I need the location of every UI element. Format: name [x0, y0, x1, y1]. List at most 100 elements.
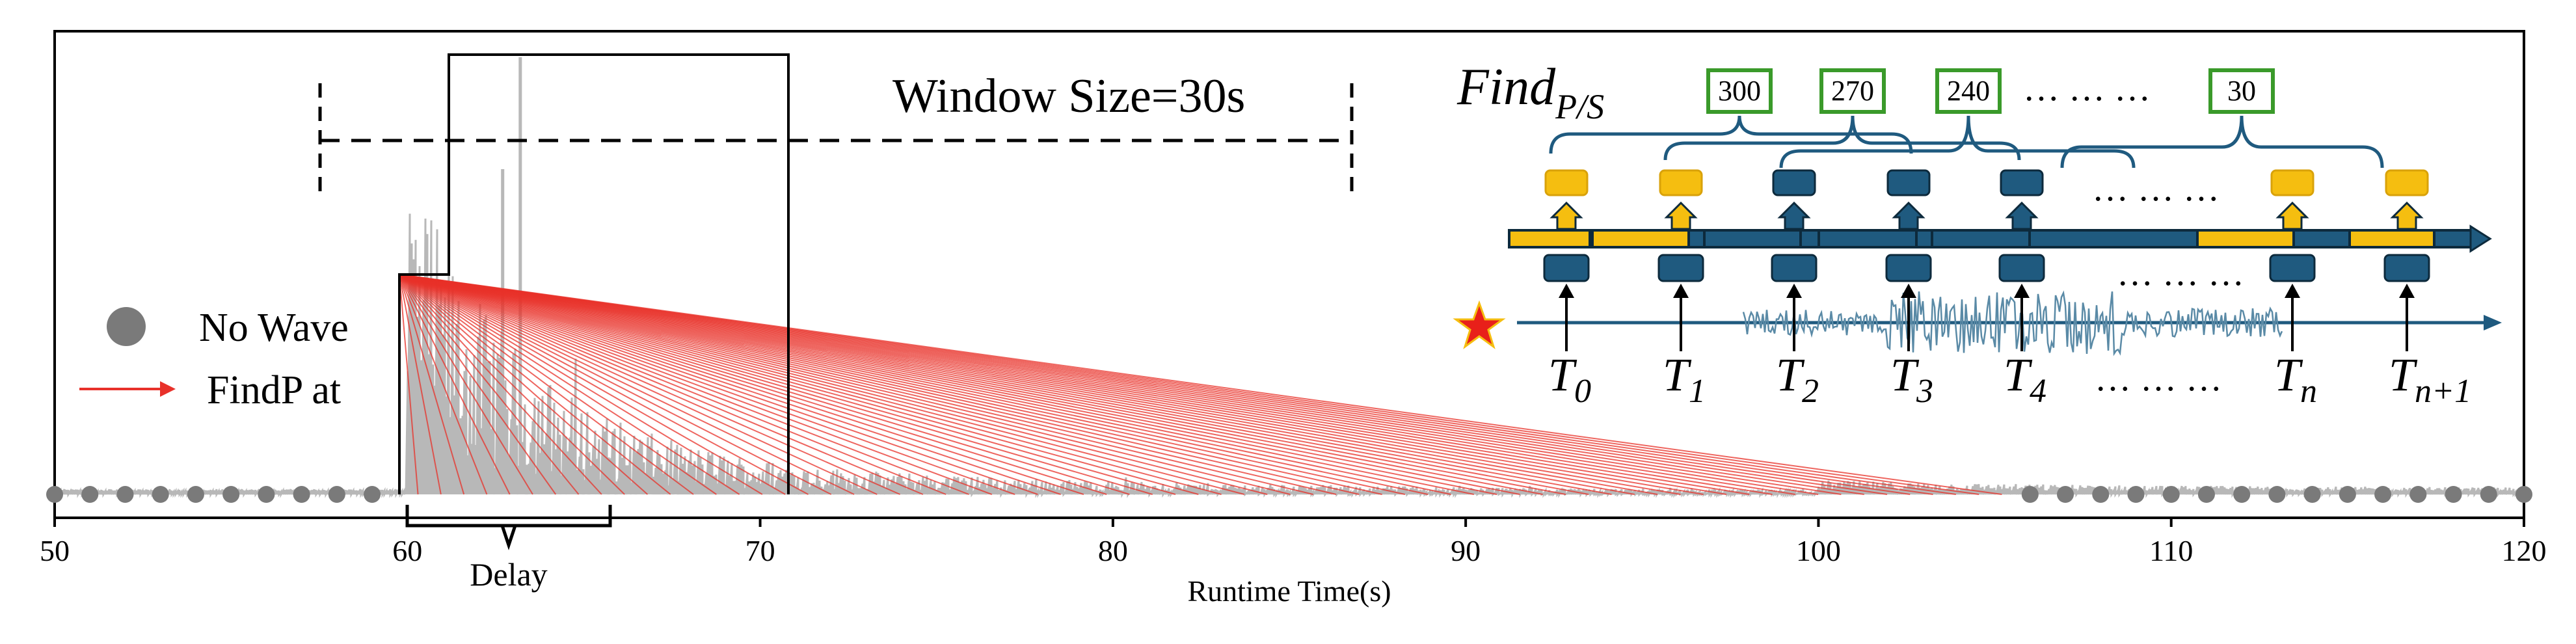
- timestep-arrowhead: [1901, 284, 1916, 298]
- timestep-arrowhead: [2399, 284, 2415, 298]
- count-box-30: 30: [2208, 68, 2275, 114]
- no-wave-dot: [2127, 486, 2145, 503]
- findp-line: [399, 274, 1061, 495]
- timestep-label: Tn+1: [2389, 349, 2471, 410]
- findp-line: [399, 274, 1245, 495]
- signal-timeline-arrowhead: [2484, 315, 2502, 330]
- segment-ellipsis-top: … … …: [2092, 168, 2220, 209]
- no-wave-dot: [293, 486, 310, 503]
- no-wave-dot: [2409, 486, 2427, 503]
- timestep-arrowhead: [1559, 284, 1574, 298]
- output-chip: [1886, 169, 1931, 196]
- findp-line: [399, 274, 832, 495]
- findp-line: [399, 274, 1038, 495]
- findp-line: [399, 274, 924, 495]
- x-tick-label: 50: [40, 534, 70, 567]
- no-wave-dot: [2516, 486, 2532, 503]
- findp-line: [399, 274, 694, 495]
- no-wave-dot: [2021, 486, 2039, 503]
- no-wave-dot: [46, 486, 63, 503]
- inset-title: FindP/S: [1456, 59, 1604, 126]
- count-ellipsis: … … …: [2023, 68, 2151, 109]
- timestep-label: Tn: [2274, 349, 2317, 410]
- time-ellipsis: … … …: [2095, 358, 2222, 399]
- no-wave-dot: [187, 486, 204, 503]
- segment-up-arrow: [1777, 201, 1811, 230]
- no-wave-dot: [222, 486, 240, 503]
- segment-up-arrow: [2005, 201, 2039, 230]
- timestep-label: T4: [2004, 349, 2046, 410]
- findp-line: [399, 274, 1015, 495]
- x-tick-label: 60: [392, 534, 422, 567]
- findp-line: [399, 274, 809, 495]
- legend-findp-label: FindP at: [207, 368, 341, 412]
- process-band-arrowhead: [2469, 224, 2492, 253]
- findp-line: [399, 274, 969, 495]
- inset-waveform: [1742, 290, 2283, 356]
- findp-line: [399, 274, 1107, 495]
- output-chip: [2385, 169, 2429, 196]
- findp-line: [399, 274, 1429, 495]
- findp-line: [399, 274, 1199, 495]
- findp-line: [399, 274, 442, 495]
- x-axis: 50 60 70 80 90 100 110 120: [40, 518, 2547, 567]
- timestep-label: T0: [1548, 349, 1591, 410]
- delay-label: Delay: [470, 556, 547, 593]
- input-chip: [1657, 254, 1704, 282]
- legend: No Wave FindP at: [79, 306, 349, 412]
- findp-line: [399, 274, 1153, 495]
- process-segment: [2348, 229, 2435, 248]
- svg-text:300: 300: [1718, 75, 1761, 107]
- count-box-240: 240: [1935, 68, 2002, 114]
- timestep-markers: T0 T1 T2 T3 T4 Tn Tn+1: [1543, 169, 2471, 410]
- no-wave-dot: [364, 486, 381, 503]
- no-wave-dot: [2092, 486, 2110, 503]
- no-wave-dot: [258, 486, 275, 503]
- findp-line: [399, 274, 625, 495]
- findp-line: [399, 274, 855, 495]
- segment-ellipsis-mid: … … …: [2117, 253, 2244, 293]
- timestep-arrowhead: [2014, 284, 2030, 298]
- trace-layer: [57, 57, 2523, 498]
- no-wave-dot: [2162, 486, 2180, 503]
- findp-line: [399, 274, 1497, 495]
- findp-line: [399, 274, 1589, 495]
- detection-step-outline: [398, 53, 790, 494]
- process-segment: [1508, 229, 1591, 248]
- window-size-label: Window Size=30s: [892, 70, 1245, 123]
- process-segment: [1703, 229, 1802, 248]
- output-chip: [1659, 169, 1703, 196]
- findp-line: [399, 274, 1566, 495]
- plot-frame: [53, 30, 2525, 519]
- legend-findp-marker: [79, 381, 176, 397]
- timestep-label: T1: [1663, 349, 1706, 410]
- x-tick-label: 120: [2502, 534, 2547, 567]
- seismic-trace: [57, 213, 2523, 498]
- x-tick-label: 80: [1098, 534, 1128, 567]
- event-star-icon: [1453, 300, 1506, 349]
- findp-line: [399, 274, 1314, 495]
- x-tick-label: 90: [1451, 534, 1481, 567]
- no-wave-dot: [2374, 486, 2392, 503]
- input-chip: [1543, 254, 1590, 282]
- findp-line: [399, 274, 465, 495]
- segment-up-arrow: [2390, 201, 2424, 230]
- output-chip: [2000, 169, 2044, 196]
- process-segment: [2196, 229, 2295, 248]
- findp-line: [399, 274, 1291, 495]
- svg-text:240: 240: [1947, 75, 1990, 107]
- segment-up-arrow: [2275, 201, 2309, 230]
- findp-line: [399, 274, 2002, 495]
- findp-line: [399, 274, 671, 495]
- input-chip: [1998, 254, 2045, 282]
- findp-line: [399, 274, 717, 495]
- timestep-arrowhead: [2285, 284, 2300, 298]
- process-segment: [1818, 229, 1918, 248]
- timestep-arrowhead: [1673, 284, 1689, 298]
- x-tick-label: 100: [1796, 534, 1841, 567]
- findp-line: [399, 274, 878, 495]
- findp-line: [399, 274, 1222, 495]
- process-segment: [1591, 229, 1690, 248]
- findp-line: [399, 274, 1360, 495]
